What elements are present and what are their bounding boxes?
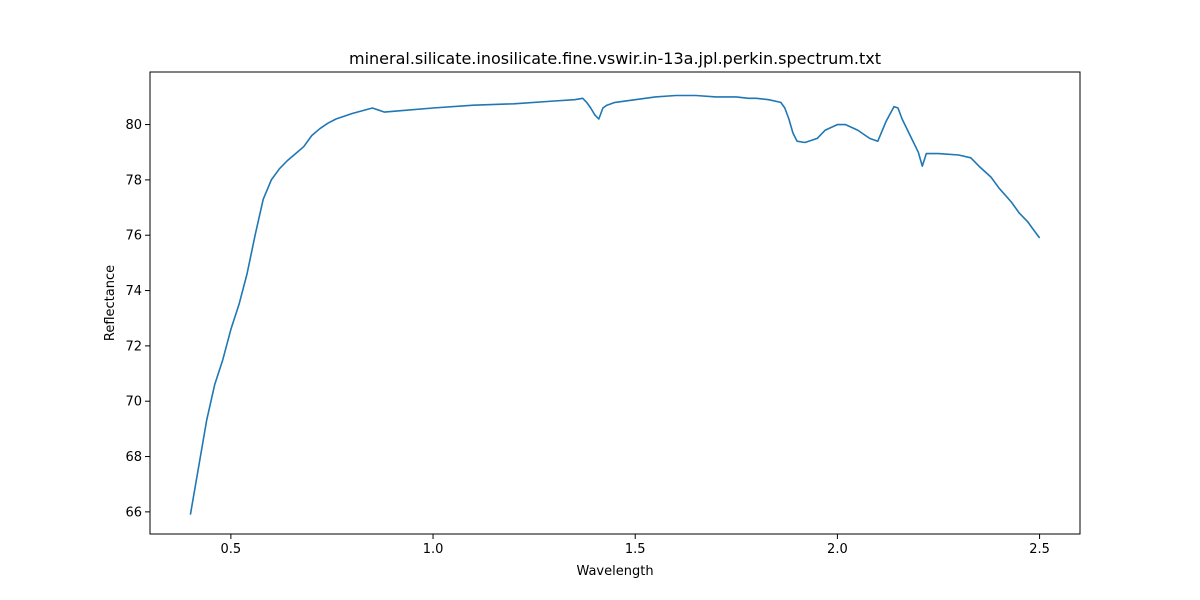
series-line (189, 94, 1041, 515)
y-tick-label: 76 (125, 229, 142, 244)
y-tick-label: 78 (125, 173, 142, 188)
x-tick-label: 1.0 (423, 542, 444, 557)
x-tick-label: 0.5 (221, 542, 242, 557)
y-tick-label: 74 (125, 284, 142, 299)
y-tick-label: 72 (125, 339, 142, 354)
x-tick-label: 2.5 (1029, 542, 1050, 557)
y-tick-label: 68 (125, 450, 142, 465)
x-tick-label: 2.0 (827, 542, 848, 557)
plot-area (149, 71, 1081, 535)
y-axis-ticks: 66 68 70 72 74 76 78 80 (125, 118, 150, 520)
x-axis-ticks: 0.5 1.0 1.5 2.0 2.5 (221, 534, 1050, 557)
y-tick-label: 70 (125, 395, 142, 410)
y-axis-label: Reflectance (103, 265, 118, 341)
chart-title: mineral.silicate.inosilicate.fine.vswir.… (349, 49, 881, 68)
x-axis-label: Wavelength (576, 564, 653, 579)
y-tick-label: 66 (125, 505, 142, 520)
y-tick-label: 80 (125, 118, 142, 133)
x-tick-label: 1.5 (625, 542, 646, 557)
